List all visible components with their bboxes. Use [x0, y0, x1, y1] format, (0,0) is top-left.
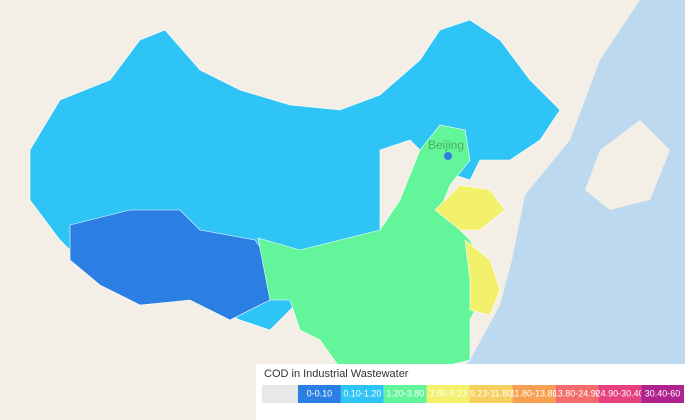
- legend-swatch: [340, 385, 384, 403]
- legend-swatch: [598, 385, 642, 403]
- legend-label: 3.80-9.23: [429, 388, 467, 398]
- legend-label: 30.40-60: [645, 388, 681, 398]
- city-label: Beijing: [428, 138, 464, 152]
- legend-blank: [262, 385, 298, 403]
- legend-swatch: [383, 385, 427, 403]
- land: [585, 120, 670, 210]
- city-marker: [444, 152, 452, 160]
- legend-label: 13.80-24.90: [553, 388, 601, 398]
- legend-swatch: [298, 385, 341, 403]
- legend-swatch: [426, 385, 470, 403]
- legend-swatch: [555, 385, 599, 403]
- legend-swatch: [641, 385, 684, 403]
- region: [434, 184, 506, 231]
- legend-title: COD in Industrial Wastewater: [264, 368, 409, 380]
- legend-label: 1.20-3.80: [386, 388, 424, 398]
- legend: 0-0.10 0.10-1.20 1.20-3.80 3.80-9.23 9.23-11…: [298, 385, 684, 403]
- legend-label: 11.80-13.80: [510, 388, 557, 398]
- legend-label: 9.23-11.80: [470, 388, 512, 398]
- legend-label: 24.90-30.40: [596, 388, 644, 398]
- legend-swatch: [512, 385, 556, 403]
- region: [464, 239, 501, 316]
- legend-swatch: [469, 385, 513, 403]
- legend-label: 0.10-1.20: [343, 388, 381, 398]
- sea: [420, 0, 685, 420]
- legend-label: 0-0.10: [307, 388, 333, 398]
